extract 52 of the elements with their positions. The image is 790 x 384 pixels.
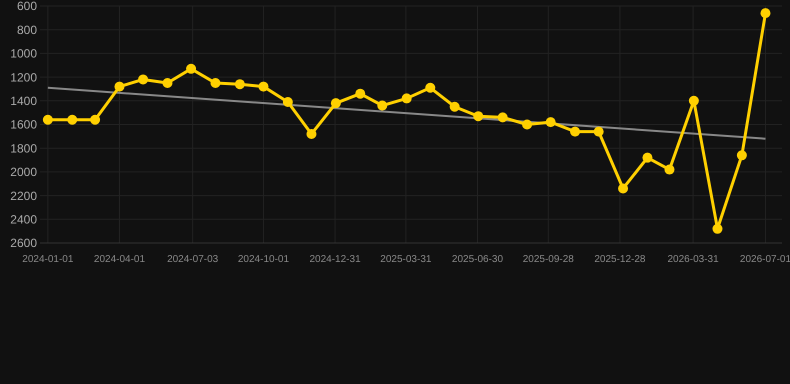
y-tick-label: 2400 — [10, 212, 38, 226]
point — [642, 152, 652, 163]
point — [425, 82, 436, 93]
point — [760, 8, 770, 18]
y-tick-label: 1800 — [10, 141, 38, 156]
point — [114, 82, 124, 92]
point — [258, 82, 268, 92]
point — [522, 120, 532, 130]
x-tick-label: 2025-06-30 — [452, 254, 504, 265]
x-tick-label: 2024-01-01 — [22, 254, 74, 265]
point — [234, 79, 245, 90]
point — [473, 111, 484, 122]
y-tick-label: 2200 — [10, 188, 38, 203]
x-tick-label: 2025-09-28 — [522, 254, 574, 265]
y-tick-label: 2600 — [10, 236, 38, 250]
y-tick-label: 600 — [16, 0, 38, 14]
point — [210, 78, 220, 88]
point — [377, 100, 388, 111]
point — [664, 164, 674, 175]
x-tick-label: 2025-12-28 — [594, 254, 646, 265]
point — [546, 117, 556, 128]
point — [186, 64, 196, 74]
x-tick-label: 2025-03-31 — [380, 254, 432, 265]
point — [355, 88, 366, 99]
x-tick-label: 2024-12-31 — [309, 254, 362, 265]
point — [736, 150, 747, 160]
point — [330, 98, 341, 108]
point — [402, 93, 412, 104]
x-tick-label: 2024-04-01 — [94, 254, 146, 265]
point — [570, 126, 580, 137]
y-tick-label: 2000 — [10, 165, 38, 180]
point — [67, 114, 78, 125]
point — [618, 183, 628, 194]
point — [712, 224, 722, 234]
point — [594, 126, 604, 137]
point — [90, 114, 100, 125]
point — [162, 78, 172, 88]
point — [282, 96, 293, 107]
y-tick-label: 800 — [16, 22, 38, 37]
point — [498, 112, 508, 122]
x-tick-label: 2024-10-01 — [238, 254, 290, 265]
point — [138, 74, 148, 84]
x-tick-label: 2026-03-31 — [668, 254, 720, 265]
y-tick-label: 1000 — [10, 46, 38, 61]
y-tick-label: 1600 — [10, 118, 38, 132]
y-tick-label: 1400 — [10, 94, 38, 108]
x-tick-label: 2024-07-03 — [167, 254, 219, 265]
point — [306, 128, 316, 139]
point — [450, 102, 460, 112]
point — [688, 96, 699, 106]
y-tick-label: 1200 — [10, 70, 38, 84]
point — [42, 114, 53, 125]
